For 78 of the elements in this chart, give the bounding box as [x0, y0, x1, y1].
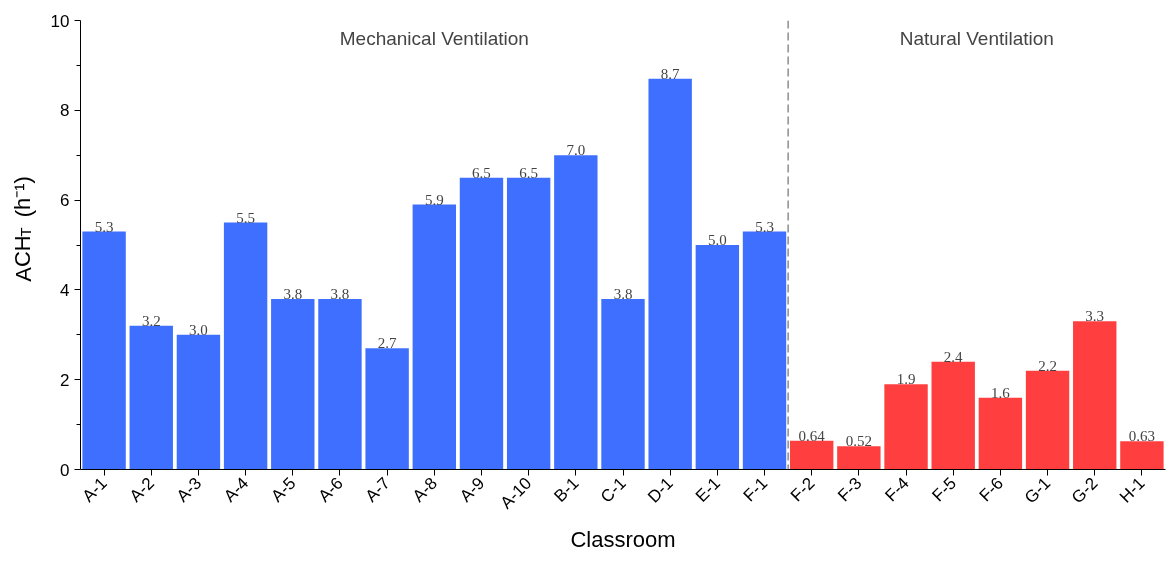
x-tick-label: F-2: [786, 473, 819, 506]
bar: [412, 204, 456, 470]
y-tick-label: 2: [60, 370, 70, 390]
x-tick-label: A-6: [314, 473, 347, 506]
data-label: 3.2: [141, 312, 161, 329]
x-tick-label: F-5: [928, 473, 960, 506]
x-tick-label: H-1: [1115, 473, 1149, 507]
data-label: 5.0: [707, 232, 727, 248]
y-tick-label: 8: [60, 101, 70, 121]
bar: [271, 298, 315, 470]
bar: [742, 231, 787, 470]
x-tick-label: E-1: [691, 473, 725, 506]
data-label: 5.3: [94, 218, 114, 235]
x-tick-label: A-4: [220, 473, 253, 506]
bar: [978, 397, 1023, 470]
data-label: 7.0: [566, 142, 586, 159]
bar: [1073, 321, 1117, 470]
data-label: 2.2: [1038, 357, 1057, 374]
x-tick-label: A-3: [173, 473, 206, 506]
bar: [129, 325, 173, 470]
data-label: 0.63: [1128, 428, 1156, 445]
x-tick-label: B-1: [550, 473, 583, 506]
x-tick-label: A-7: [361, 473, 394, 506]
bar: [695, 245, 740, 470]
bar: [837, 446, 881, 470]
x-tick-label: A-2: [125, 473, 158, 506]
data-label: 3.8: [613, 285, 633, 302]
data-label: 1.9: [896, 371, 916, 388]
bar: [884, 384, 928, 470]
bar: [318, 298, 362, 470]
bar: [1025, 370, 1070, 470]
data-label: 2.4: [943, 348, 964, 365]
bar: [506, 177, 551, 470]
y-tick-label: 4: [60, 280, 70, 300]
data-label: 3.0: [189, 321, 208, 338]
data-label: 6.5: [519, 164, 539, 181]
data-label: 2.7: [377, 335, 398, 352]
x-tick-label: G-2: [1067, 473, 1102, 508]
bar: [790, 440, 834, 470]
bar: [223, 222, 268, 470]
data-label: 3.8: [283, 285, 303, 302]
annotation: Mechanical Ventilation: [339, 27, 529, 49]
annotation: Natural Ventilation: [899, 27, 1054, 49]
data-label: 1.6: [991, 384, 1011, 401]
y-tick-label: 10: [50, 11, 70, 31]
x-tick-label: A-8: [408, 473, 442, 506]
data-label: 3.8: [330, 285, 350, 302]
x-tick-label: F-6: [975, 473, 1008, 506]
bar: [459, 177, 504, 470]
data-label: 5.9: [424, 191, 444, 208]
bar: [176, 334, 221, 470]
bar: [82, 231, 126, 470]
data-label: 5.3: [755, 218, 774, 235]
x-tick-label: D-1: [644, 473, 677, 507]
bar: [554, 155, 598, 470]
x-tick-label: A-5: [267, 473, 300, 506]
y-axis-title: ACHT (h⁻¹): [10, 176, 36, 282]
x-tick-label: A-9: [456, 473, 489, 506]
data-label: 5.5: [236, 209, 255, 226]
x-tick-label: F-1: [739, 473, 772, 506]
data-label: 8.7: [660, 65, 681, 82]
data-label: 3.3: [1085, 308, 1105, 325]
data-label: 6.5: [472, 164, 491, 181]
x-tick-label: A-1: [78, 473, 111, 506]
x-tick-label: F-4: [881, 473, 913, 506]
x-tick-label: F-3: [834, 473, 866, 506]
y-tick-label: 6: [60, 191, 70, 211]
x-axis-title: Classroom: [570, 527, 676, 553]
x-tick-label: C-1: [596, 473, 630, 507]
bar: [648, 78, 692, 470]
bar: [1120, 441, 1164, 470]
x-tick-label: G-1: [1020, 473, 1055, 508]
y-tick-label: 0: [60, 460, 70, 480]
bar: [365, 348, 409, 470]
bar: [601, 298, 645, 470]
data-label: 0.52: [845, 433, 872, 450]
data-label: 0.64: [798, 427, 826, 444]
bar: [931, 361, 975, 470]
